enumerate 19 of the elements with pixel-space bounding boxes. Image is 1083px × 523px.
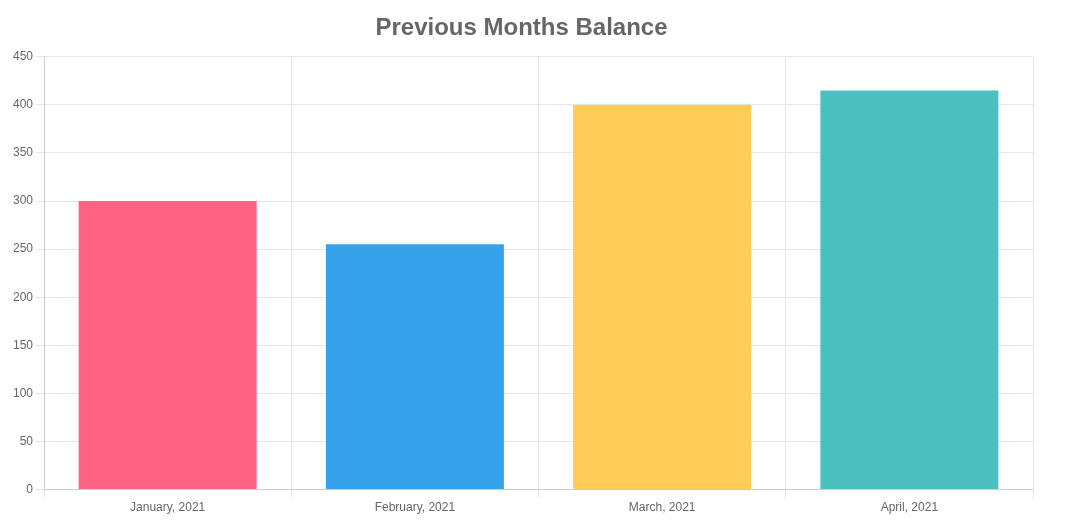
x-tick-label: February, 2021 [374, 500, 456, 515]
bar [325, 244, 504, 490]
x-tick-label: April, 2021 [880, 500, 939, 515]
y-tick-label: 400 [12, 97, 34, 112]
bar [78, 201, 257, 490]
x-tick-label: March, 2021 [628, 500, 696, 515]
y-tick-label: 0 [26, 481, 34, 496]
chart-title: Previous Months Balance [375, 13, 668, 41]
x-tick-label: January, 2021 [130, 500, 206, 515]
y-tick-label: 350 [12, 145, 34, 160]
y-tick-label: 200 [12, 289, 34, 304]
y-tick-label: 300 [12, 193, 34, 208]
y-tick-label: 100 [12, 385, 34, 400]
y-tick-label: 450 [12, 49, 34, 64]
y-tick-label: 50 [19, 433, 34, 448]
bar [573, 104, 752, 490]
y-tick-label: 150 [12, 337, 34, 352]
bar [820, 90, 999, 490]
y-tick-label: 250 [12, 241, 34, 256]
